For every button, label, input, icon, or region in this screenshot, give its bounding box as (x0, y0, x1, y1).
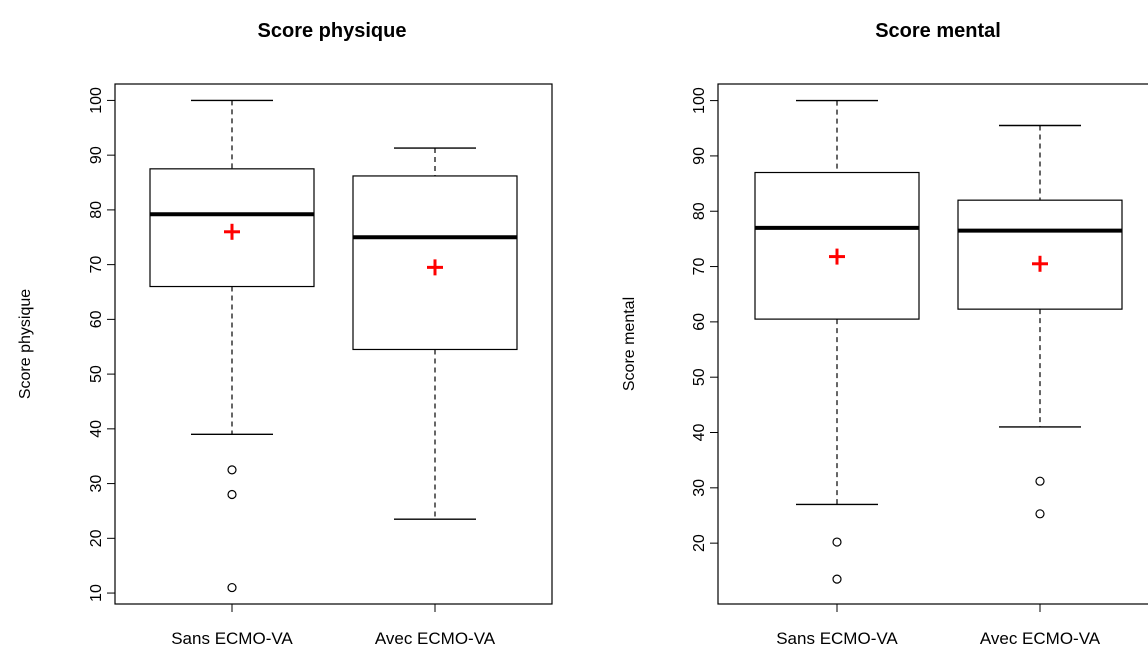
box-marks (754, 99, 1123, 584)
y-tick-label: 50 (691, 368, 708, 386)
box-marks (149, 99, 518, 593)
y-tick-label: 60 (88, 310, 105, 328)
outlier-point (1035, 509, 1045, 519)
y-tick-label: 50 (88, 365, 105, 383)
chart-title: Score physique (258, 20, 407, 42)
y-tick-label: 20 (88, 529, 105, 547)
x-tick-label: Sans ECMO-VA (776, 629, 898, 648)
y-tick-label: 10 (88, 584, 105, 602)
x-tick-label: Avec ECMO-VA (375, 629, 496, 648)
y-tick-label: 80 (691, 202, 708, 220)
outlier-point (227, 465, 237, 475)
x-tick-label: Avec ECMO-VA (980, 629, 1101, 648)
outlier-point (227, 489, 237, 500)
y-tick-label: 90 (691, 147, 708, 165)
y-tick-label: 40 (88, 420, 105, 438)
outlier-point (832, 537, 842, 547)
y-tick-label: 100 (88, 87, 105, 114)
outlier-point (1035, 476, 1045, 486)
x-tick-label: Sans ECMO-VA (171, 629, 293, 648)
panel-score-mental: Score mental Score mental 20 30 40 50 60 70 80… (621, 20, 1148, 648)
y-axis-label: Score physique (17, 289, 34, 399)
y-axis: 20 30 40 50 60 70 80 90 100 (691, 87, 718, 552)
y-tick-label: 60 (691, 313, 708, 331)
iqr-box (754, 171, 920, 320)
iqr-box (957, 199, 1123, 310)
y-tick-label: 70 (88, 256, 105, 274)
y-axis-label: Score mental (621, 297, 638, 391)
panel-score-physique: Score physique Score physique 10 20 30 40 50… (17, 20, 553, 648)
y-tick-label: 20 (691, 534, 708, 552)
y-tick-label: 30 (691, 479, 708, 497)
y-tick-label: 40 (691, 424, 708, 442)
y-tick-label: 100 (691, 87, 708, 114)
x-axis: Sans ECMO-VA Avec ECMO-VA (171, 604, 496, 648)
outlier-point (832, 574, 842, 584)
y-tick-label: 30 (88, 475, 105, 493)
plot-frame (717, 83, 1148, 605)
x-axis: Sans ECMO-VA Avec ECMO-VA (776, 604, 1101, 648)
y-axis: 10 20 30 40 50 60 70 80 90 100 (88, 87, 115, 602)
plot-frame (114, 83, 553, 605)
y-tick-label: 90 (88, 146, 105, 164)
chart-title: Score mental (875, 20, 1001, 42)
outlier-point (227, 582, 237, 593)
y-tick-label: 70 (691, 258, 708, 276)
y-tick-label: 80 (88, 201, 105, 219)
